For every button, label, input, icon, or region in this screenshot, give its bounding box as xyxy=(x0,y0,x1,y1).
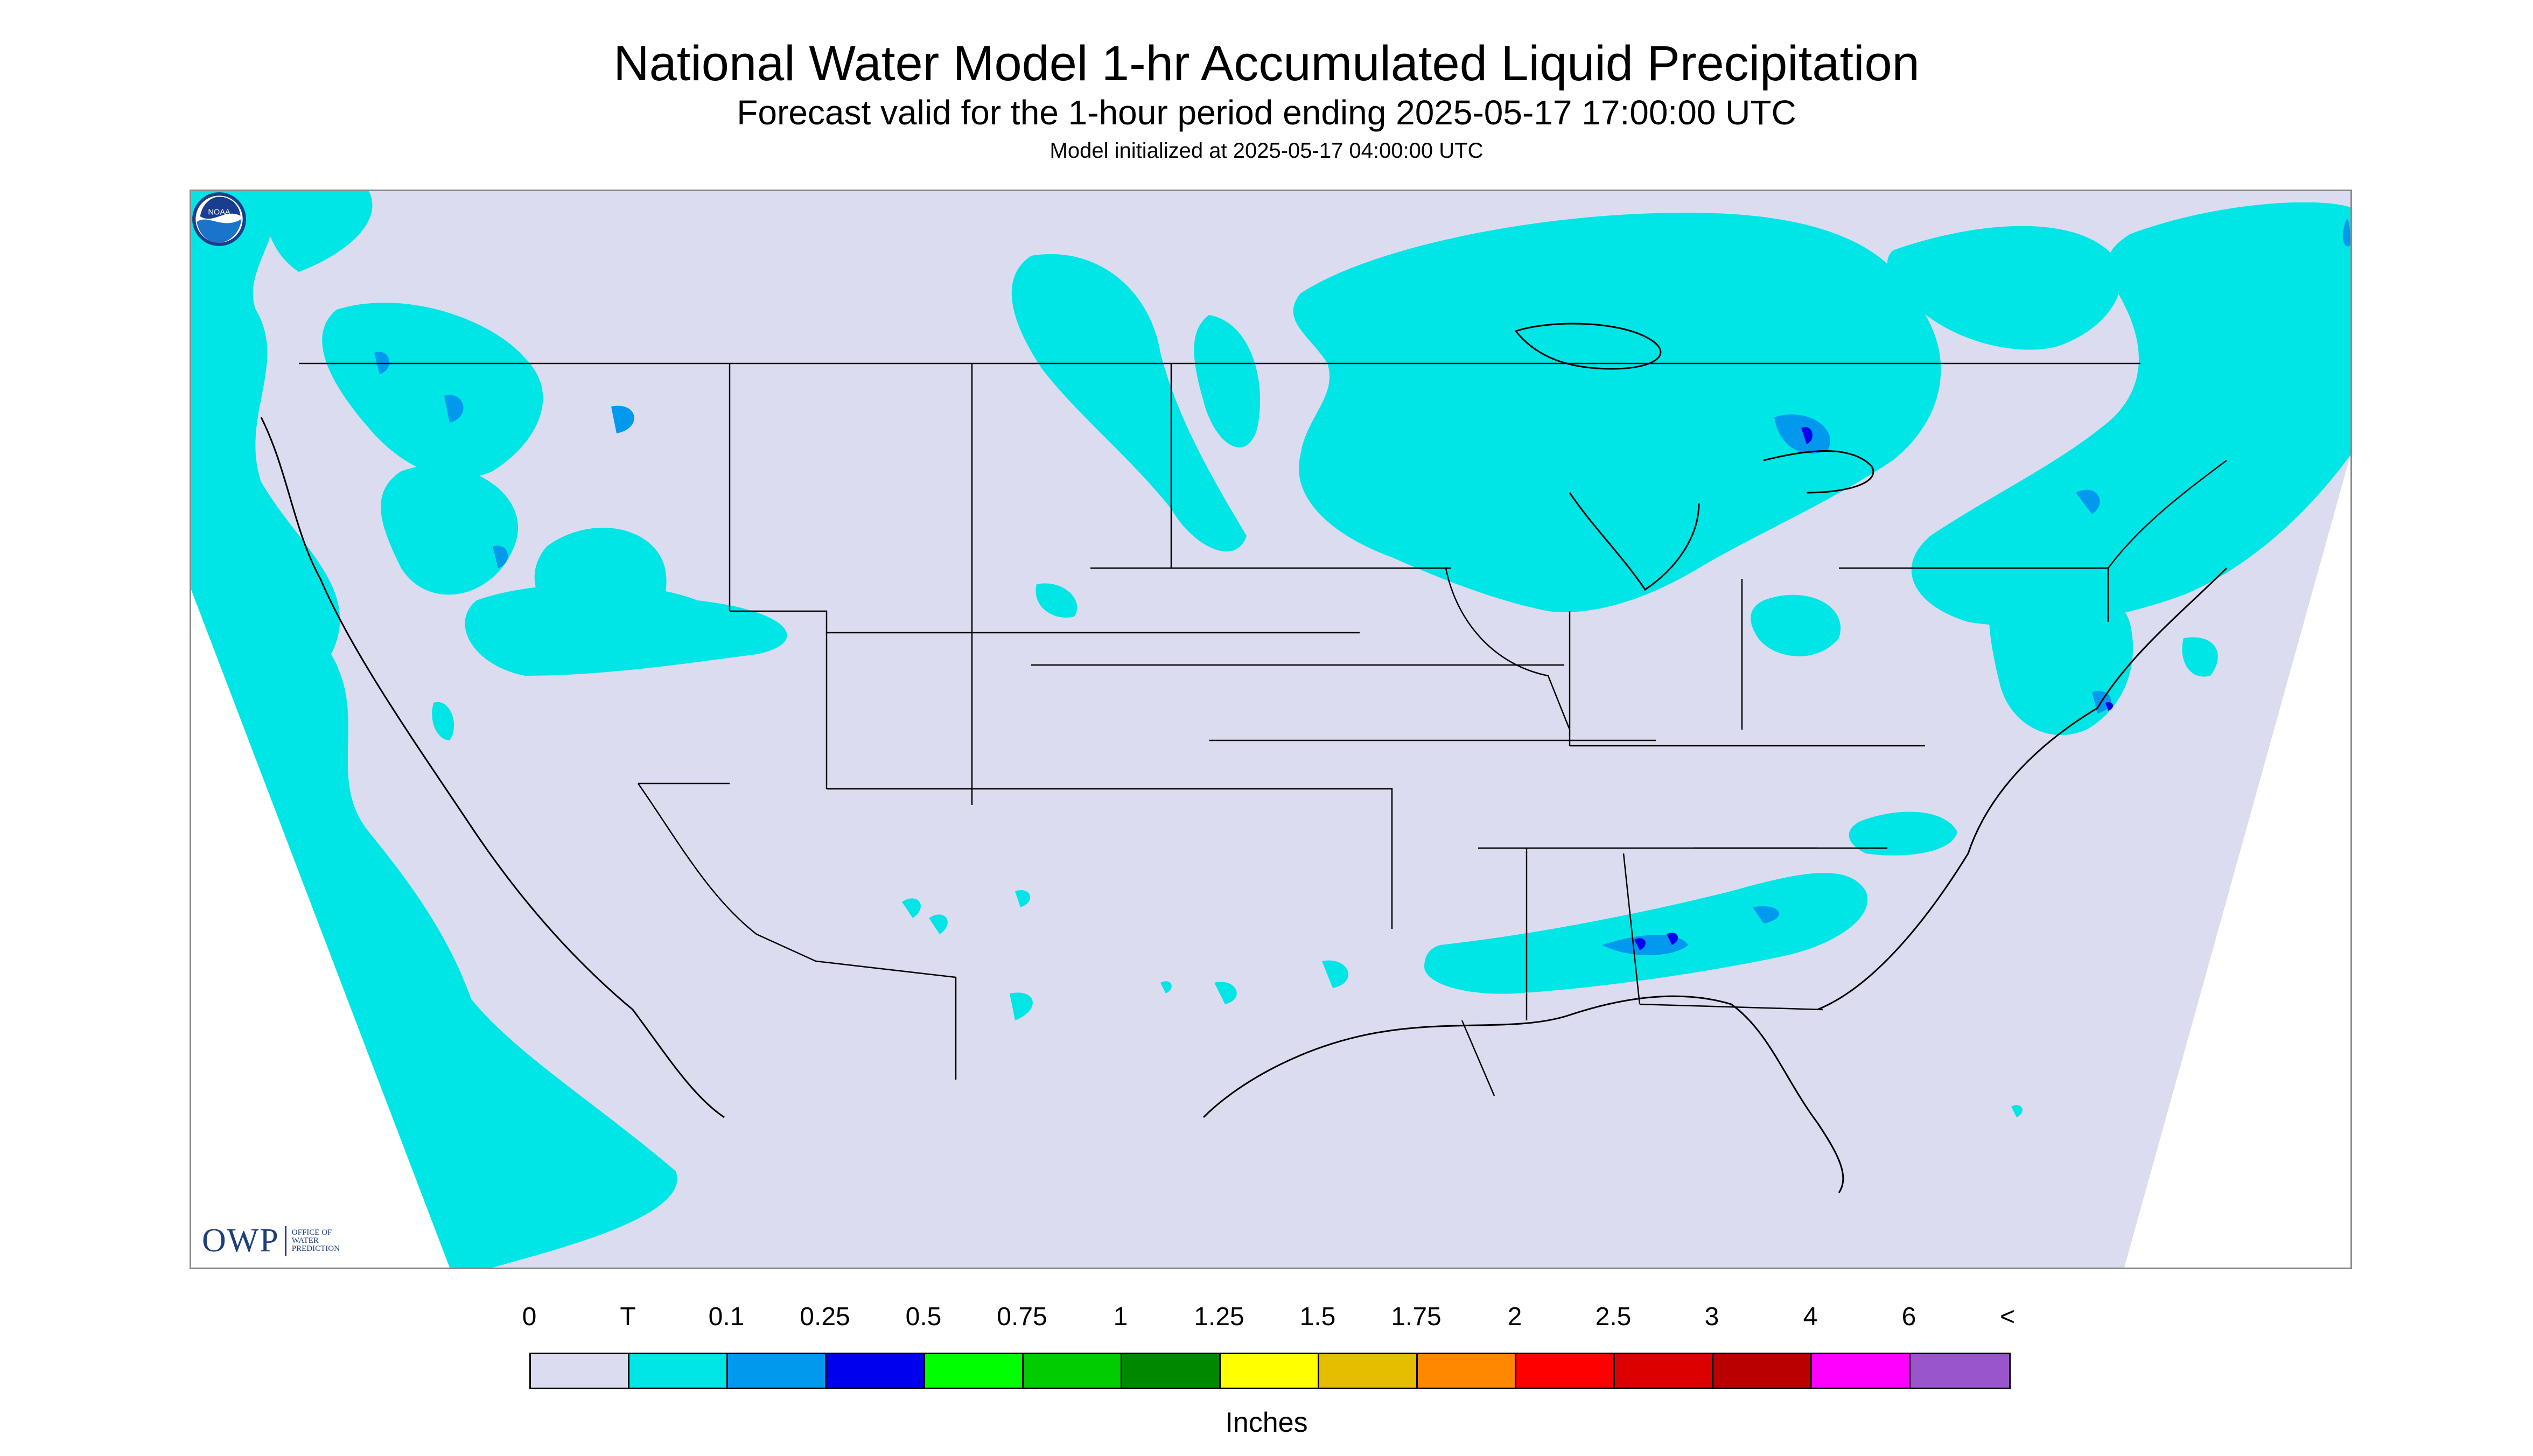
legend-label: 0.75 xyxy=(997,1303,1047,1331)
trace-precip-areas xyxy=(191,191,2350,1268)
legend-label: 2.5 xyxy=(1595,1303,1632,1331)
legend-label: 4 xyxy=(1803,1303,1818,1331)
legend-swatch xyxy=(827,1354,925,1388)
light-precip-areas xyxy=(374,219,2350,955)
legend-label: 0.1 xyxy=(708,1303,745,1331)
legend-swatch xyxy=(728,1354,827,1388)
legend-label: 1 xyxy=(1113,1303,1128,1331)
legend-swatch xyxy=(925,1354,1024,1388)
legend-labels: 0 T 0.1 0.25 0.5 0.75 1 1.25 1.5 1.75 2 2.5 3 4 6 < xyxy=(0,1302,2533,1340)
legend-label: 3 xyxy=(1704,1303,1719,1331)
moderate-precip-areas xyxy=(1634,426,2114,950)
legend-label: 0 xyxy=(522,1303,537,1331)
legend-swatch xyxy=(1911,1354,2009,1388)
owp-logo-text: OFFICE OF WATER PREDICTION xyxy=(291,1228,340,1253)
legend-swatch xyxy=(1319,1354,1418,1388)
political-boundaries xyxy=(299,362,2227,1096)
legend-swatch xyxy=(1024,1354,1122,1388)
legend-label: 1.5 xyxy=(1299,1303,1336,1331)
legend-color-bar xyxy=(529,1353,2011,1389)
legend-swatch xyxy=(1812,1354,1911,1388)
map-subtitle: Forecast valid for the 1-hour period end… xyxy=(737,93,1796,132)
legend-swatch xyxy=(531,1354,629,1388)
legend-label: T xyxy=(620,1303,636,1331)
legend-swatch xyxy=(1418,1354,1516,1388)
legend-label: 1.25 xyxy=(1194,1303,1244,1331)
owp-logo-mark: OWP xyxy=(202,1222,279,1259)
legend-swatch xyxy=(1122,1354,1221,1388)
owp-logo-divider xyxy=(284,1226,286,1256)
model-init-line: Model initialized at 2025-05-17 04:00:00… xyxy=(1049,139,1484,163)
legend-swatch xyxy=(629,1354,728,1388)
legend-label: < xyxy=(1999,1303,2016,1331)
noaa-logo-text: NOAA xyxy=(208,208,230,217)
legend-swatch xyxy=(1615,1354,1713,1388)
legend-label: 6 xyxy=(1901,1303,1916,1331)
precipitation-map: OWP OFFICE OF WATER PREDICTION NOAA xyxy=(190,190,2352,1269)
owp-logo: OWP OFFICE OF WATER PREDICTION xyxy=(202,1222,367,1260)
legend-units: Inches xyxy=(1225,1407,1308,1438)
coastlines xyxy=(260,323,2228,1193)
map-title: National Water Model 1-hr Accumulated Li… xyxy=(613,36,1920,91)
legend-label: 0.5 xyxy=(905,1303,942,1331)
legend-swatch xyxy=(1713,1354,1812,1388)
legend-swatch xyxy=(1221,1354,1319,1388)
legend-label: 0.25 xyxy=(800,1303,850,1331)
legend-label: 1.75 xyxy=(1391,1303,1442,1331)
legend-label: 2 xyxy=(1507,1303,1522,1331)
noaa-logo-icon: NOAA xyxy=(192,192,246,246)
legend-swatch xyxy=(1516,1354,1615,1388)
